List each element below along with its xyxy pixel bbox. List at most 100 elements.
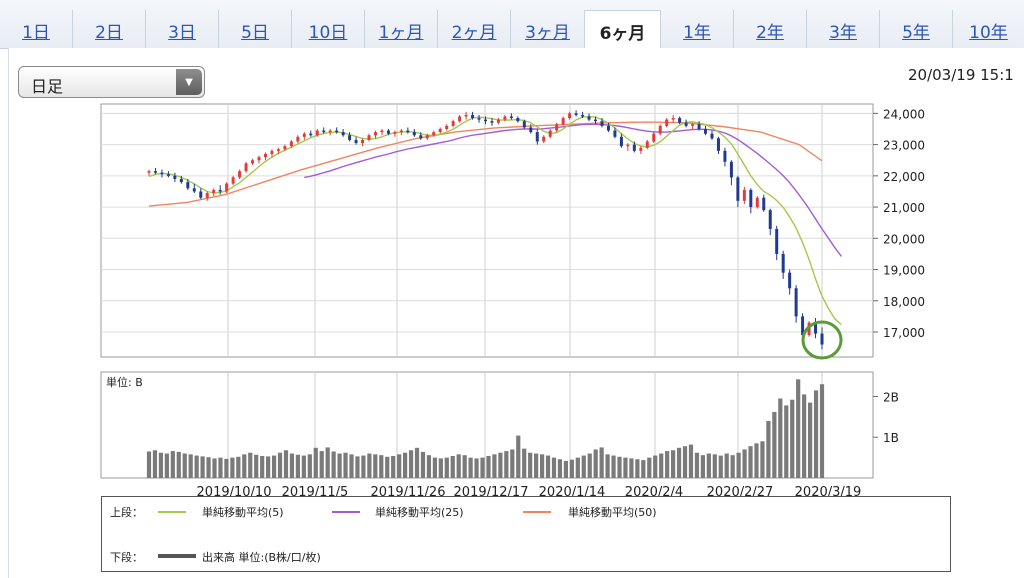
volume-bar <box>331 451 336 478</box>
volume-bar <box>629 458 634 478</box>
volume-bar <box>367 453 372 478</box>
volume-bar <box>605 454 610 478</box>
tab-3[interactable]: 3日 <box>146 10 219 48</box>
candle-body <box>386 130 390 134</box>
volume-bar <box>230 457 235 478</box>
candle-body <box>393 132 397 134</box>
candle-body <box>373 132 377 136</box>
volume-bar <box>170 451 175 478</box>
volume-bar <box>641 460 646 478</box>
candle-body <box>814 322 818 334</box>
tab-5[interactable]: 10日 <box>292 10 365 48</box>
candle-body <box>522 121 526 128</box>
volume-bar <box>784 405 789 478</box>
candle-body <box>399 130 403 133</box>
volume-bar <box>337 453 342 478</box>
volume-y-tick-label: 2B <box>883 390 899 404</box>
candle-body <box>775 228 779 254</box>
tab-2[interactable]: 2日 <box>73 10 146 48</box>
candle-body <box>678 118 682 123</box>
volume-bar <box>438 458 443 478</box>
volume-bar <box>271 455 277 478</box>
candle-body <box>691 124 695 126</box>
volume-bar <box>474 458 479 478</box>
candle-body <box>581 114 585 117</box>
volume-bar <box>242 454 247 478</box>
volume-bar <box>688 444 694 478</box>
y-tick-label: 17,000 <box>883 326 925 340</box>
volume-bar <box>819 384 825 478</box>
volume-bar <box>748 446 753 478</box>
candle-body <box>645 141 649 148</box>
volume-bar <box>587 453 592 478</box>
volume-bar <box>361 455 366 478</box>
candle-body <box>212 189 216 194</box>
candle-body <box>296 136 300 142</box>
volume-bar <box>480 457 485 478</box>
y-tick-label: 22,000 <box>883 170 925 184</box>
tab-12[interactable]: 3年 <box>807 10 880 48</box>
volume-bar <box>522 448 527 478</box>
volume-bar <box>790 399 795 478</box>
tab-10[interactable]: 1年 <box>661 10 734 48</box>
candle-body <box>205 193 209 198</box>
volume-bar <box>283 450 289 478</box>
tab-13[interactable]: 5年 <box>880 10 953 48</box>
candle-body <box>658 125 662 134</box>
tab-11[interactable]: 2年 <box>734 10 807 48</box>
volume-bar <box>676 447 682 478</box>
volume-bar <box>307 454 312 478</box>
candle-body <box>742 189 746 201</box>
volume-bar <box>807 402 813 478</box>
volume-bar <box>355 456 360 478</box>
candle-body <box>484 119 487 122</box>
candle-body <box>173 175 177 179</box>
tab-14[interactable]: 10年 <box>969 23 1008 43</box>
volume-bar <box>182 453 187 478</box>
volume-bar <box>551 457 557 478</box>
candle-body <box>451 121 455 126</box>
candle-body <box>471 114 475 119</box>
candle-body <box>244 163 248 172</box>
volume-bar <box>647 457 652 478</box>
candle-body <box>548 130 552 137</box>
volume-bar <box>301 455 306 478</box>
volume-bar <box>444 457 449 478</box>
candle-body <box>529 127 533 133</box>
volume-bar <box>575 457 580 478</box>
volume-bar <box>349 454 354 478</box>
volume-bar <box>260 455 265 478</box>
tab-7[interactable]: 2ヶ月 <box>438 10 511 48</box>
candle-body <box>619 136 623 147</box>
candle-body <box>729 161 733 178</box>
volume-bar <box>659 453 664 478</box>
volume-bar <box>754 443 759 478</box>
candle-body <box>781 253 785 273</box>
volume-bar <box>194 455 199 478</box>
volume-bar <box>545 455 551 478</box>
y-tick-label: 24,000 <box>883 107 925 121</box>
candle-body <box>419 135 423 139</box>
volume-bar <box>712 454 717 478</box>
candle-body <box>406 130 410 133</box>
tab-1[interactable]: 1日 <box>0 10 73 48</box>
volume-bar <box>408 450 414 478</box>
interval-select[interactable]: 日足 ▼ <box>18 66 205 98</box>
candle-body <box>801 316 805 336</box>
candle-body <box>432 132 436 136</box>
candle-body <box>587 116 591 120</box>
chart-legend: 上段： 単純移動平均(5) 単純移動平均(25) 単純移動平均(50) 下段： … <box>101 496 951 572</box>
tab-8[interactable]: 3ヶ月 <box>525 23 570 43</box>
candle-body <box>788 272 792 289</box>
candle-body <box>438 128 442 133</box>
candle-body <box>354 139 358 144</box>
tab-6[interactable]: 1ヶ月 <box>365 10 438 48</box>
candle-body <box>762 197 766 211</box>
tab-4[interactable]: 5日 <box>219 10 292 48</box>
y-tick-label: 20,000 <box>883 232 925 246</box>
candle-body <box>153 171 157 173</box>
candle-body <box>568 113 572 119</box>
volume-bar <box>766 420 771 478</box>
candle-body <box>639 147 643 151</box>
volume-bar <box>456 454 461 478</box>
